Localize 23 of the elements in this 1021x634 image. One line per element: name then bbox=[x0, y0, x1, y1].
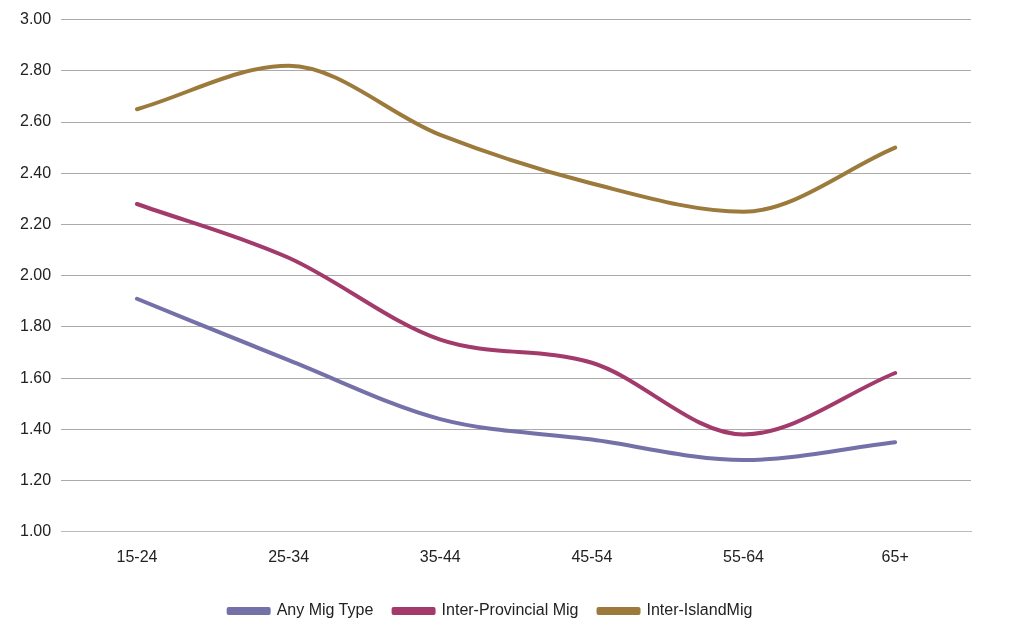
y-tick-label: 2.60 bbox=[20, 112, 52, 130]
y-tick-label: 1.00 bbox=[20, 522, 52, 540]
line-series bbox=[134, 296, 898, 463]
legend-label: Inter-IslandMig bbox=[646, 601, 753, 619]
y-tick-label: 1.60 bbox=[20, 368, 52, 386]
x-tick-label: 55-64 bbox=[723, 547, 765, 565]
line-series bbox=[134, 201, 898, 437]
y-tick-label: 2.20 bbox=[20, 214, 52, 232]
legend-label: Any Mig Type bbox=[276, 601, 374, 619]
legend-label: Inter-Provincial Mig bbox=[441, 601, 579, 619]
y-tick-label: 1.40 bbox=[20, 419, 52, 437]
y-tick-label: 1.80 bbox=[20, 317, 52, 335]
x-tick-label: 45-54 bbox=[571, 547, 613, 565]
x-tick-label: 15-24 bbox=[116, 547, 158, 565]
y-tick-label: 2.40 bbox=[20, 163, 52, 181]
y-tick-label: 2.00 bbox=[20, 266, 52, 284]
x-tick-label: 25-34 bbox=[268, 547, 310, 565]
x-tick-label: 35-44 bbox=[419, 547, 461, 565]
y-tick-label: 2.80 bbox=[20, 61, 52, 79]
y-tick-label: 1.20 bbox=[20, 470, 52, 488]
y-tick-label: 3.00 bbox=[20, 10, 52, 28]
line-series bbox=[134, 63, 898, 214]
x-tick-label: 65+ bbox=[881, 547, 909, 565]
